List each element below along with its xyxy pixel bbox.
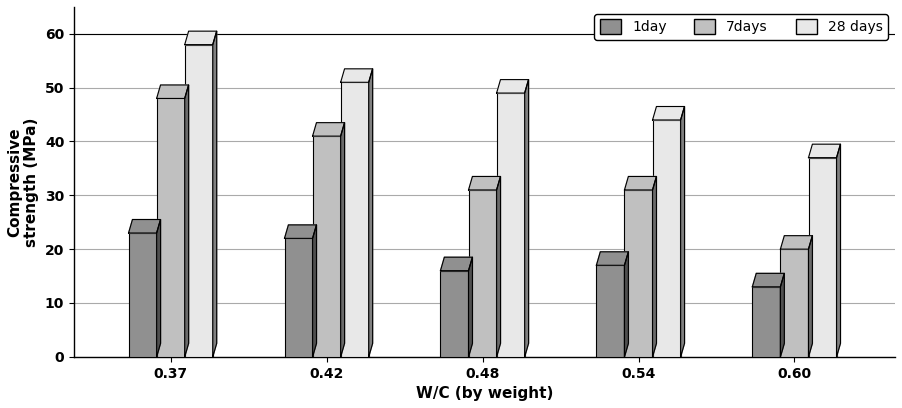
Bar	[624, 190, 652, 357]
Bar	[129, 233, 157, 357]
Bar	[341, 82, 369, 357]
Bar	[440, 271, 468, 357]
Polygon shape	[780, 273, 785, 357]
Polygon shape	[836, 144, 841, 357]
Bar	[497, 93, 525, 357]
Polygon shape	[185, 31, 216, 44]
Polygon shape	[284, 225, 317, 238]
Polygon shape	[157, 85, 189, 98]
Bar	[808, 157, 836, 357]
Bar	[596, 265, 624, 357]
Bar	[752, 287, 780, 357]
Polygon shape	[752, 273, 785, 287]
Polygon shape	[213, 31, 216, 357]
Polygon shape	[313, 225, 317, 357]
Legend: 1day, 7days, 28 days: 1day, 7days, 28 days	[594, 14, 888, 40]
Polygon shape	[369, 69, 373, 357]
Bar	[780, 249, 808, 357]
Bar	[185, 44, 213, 357]
Polygon shape	[808, 236, 813, 357]
Polygon shape	[440, 257, 473, 271]
Bar	[652, 120, 681, 357]
Polygon shape	[624, 177, 657, 190]
Polygon shape	[525, 80, 529, 357]
Polygon shape	[497, 177, 501, 357]
Bar	[468, 190, 497, 357]
X-axis label: W/C (by weight): W/C (by weight)	[416, 386, 553, 401]
Polygon shape	[185, 85, 189, 357]
Polygon shape	[624, 252, 629, 357]
Polygon shape	[652, 177, 657, 357]
Polygon shape	[468, 257, 473, 357]
Bar	[284, 238, 313, 357]
Y-axis label: Compressive
strength (MPa): Compressive strength (MPa)	[7, 117, 40, 246]
Polygon shape	[596, 252, 629, 265]
Polygon shape	[341, 69, 373, 82]
Polygon shape	[652, 106, 685, 120]
Polygon shape	[808, 144, 841, 157]
Polygon shape	[780, 236, 813, 249]
Polygon shape	[468, 177, 501, 190]
Polygon shape	[129, 220, 161, 233]
Polygon shape	[681, 106, 685, 357]
Polygon shape	[341, 123, 345, 357]
Polygon shape	[313, 123, 345, 136]
Bar	[313, 136, 341, 357]
Polygon shape	[157, 220, 161, 357]
Polygon shape	[497, 80, 529, 93]
Bar	[157, 98, 185, 357]
